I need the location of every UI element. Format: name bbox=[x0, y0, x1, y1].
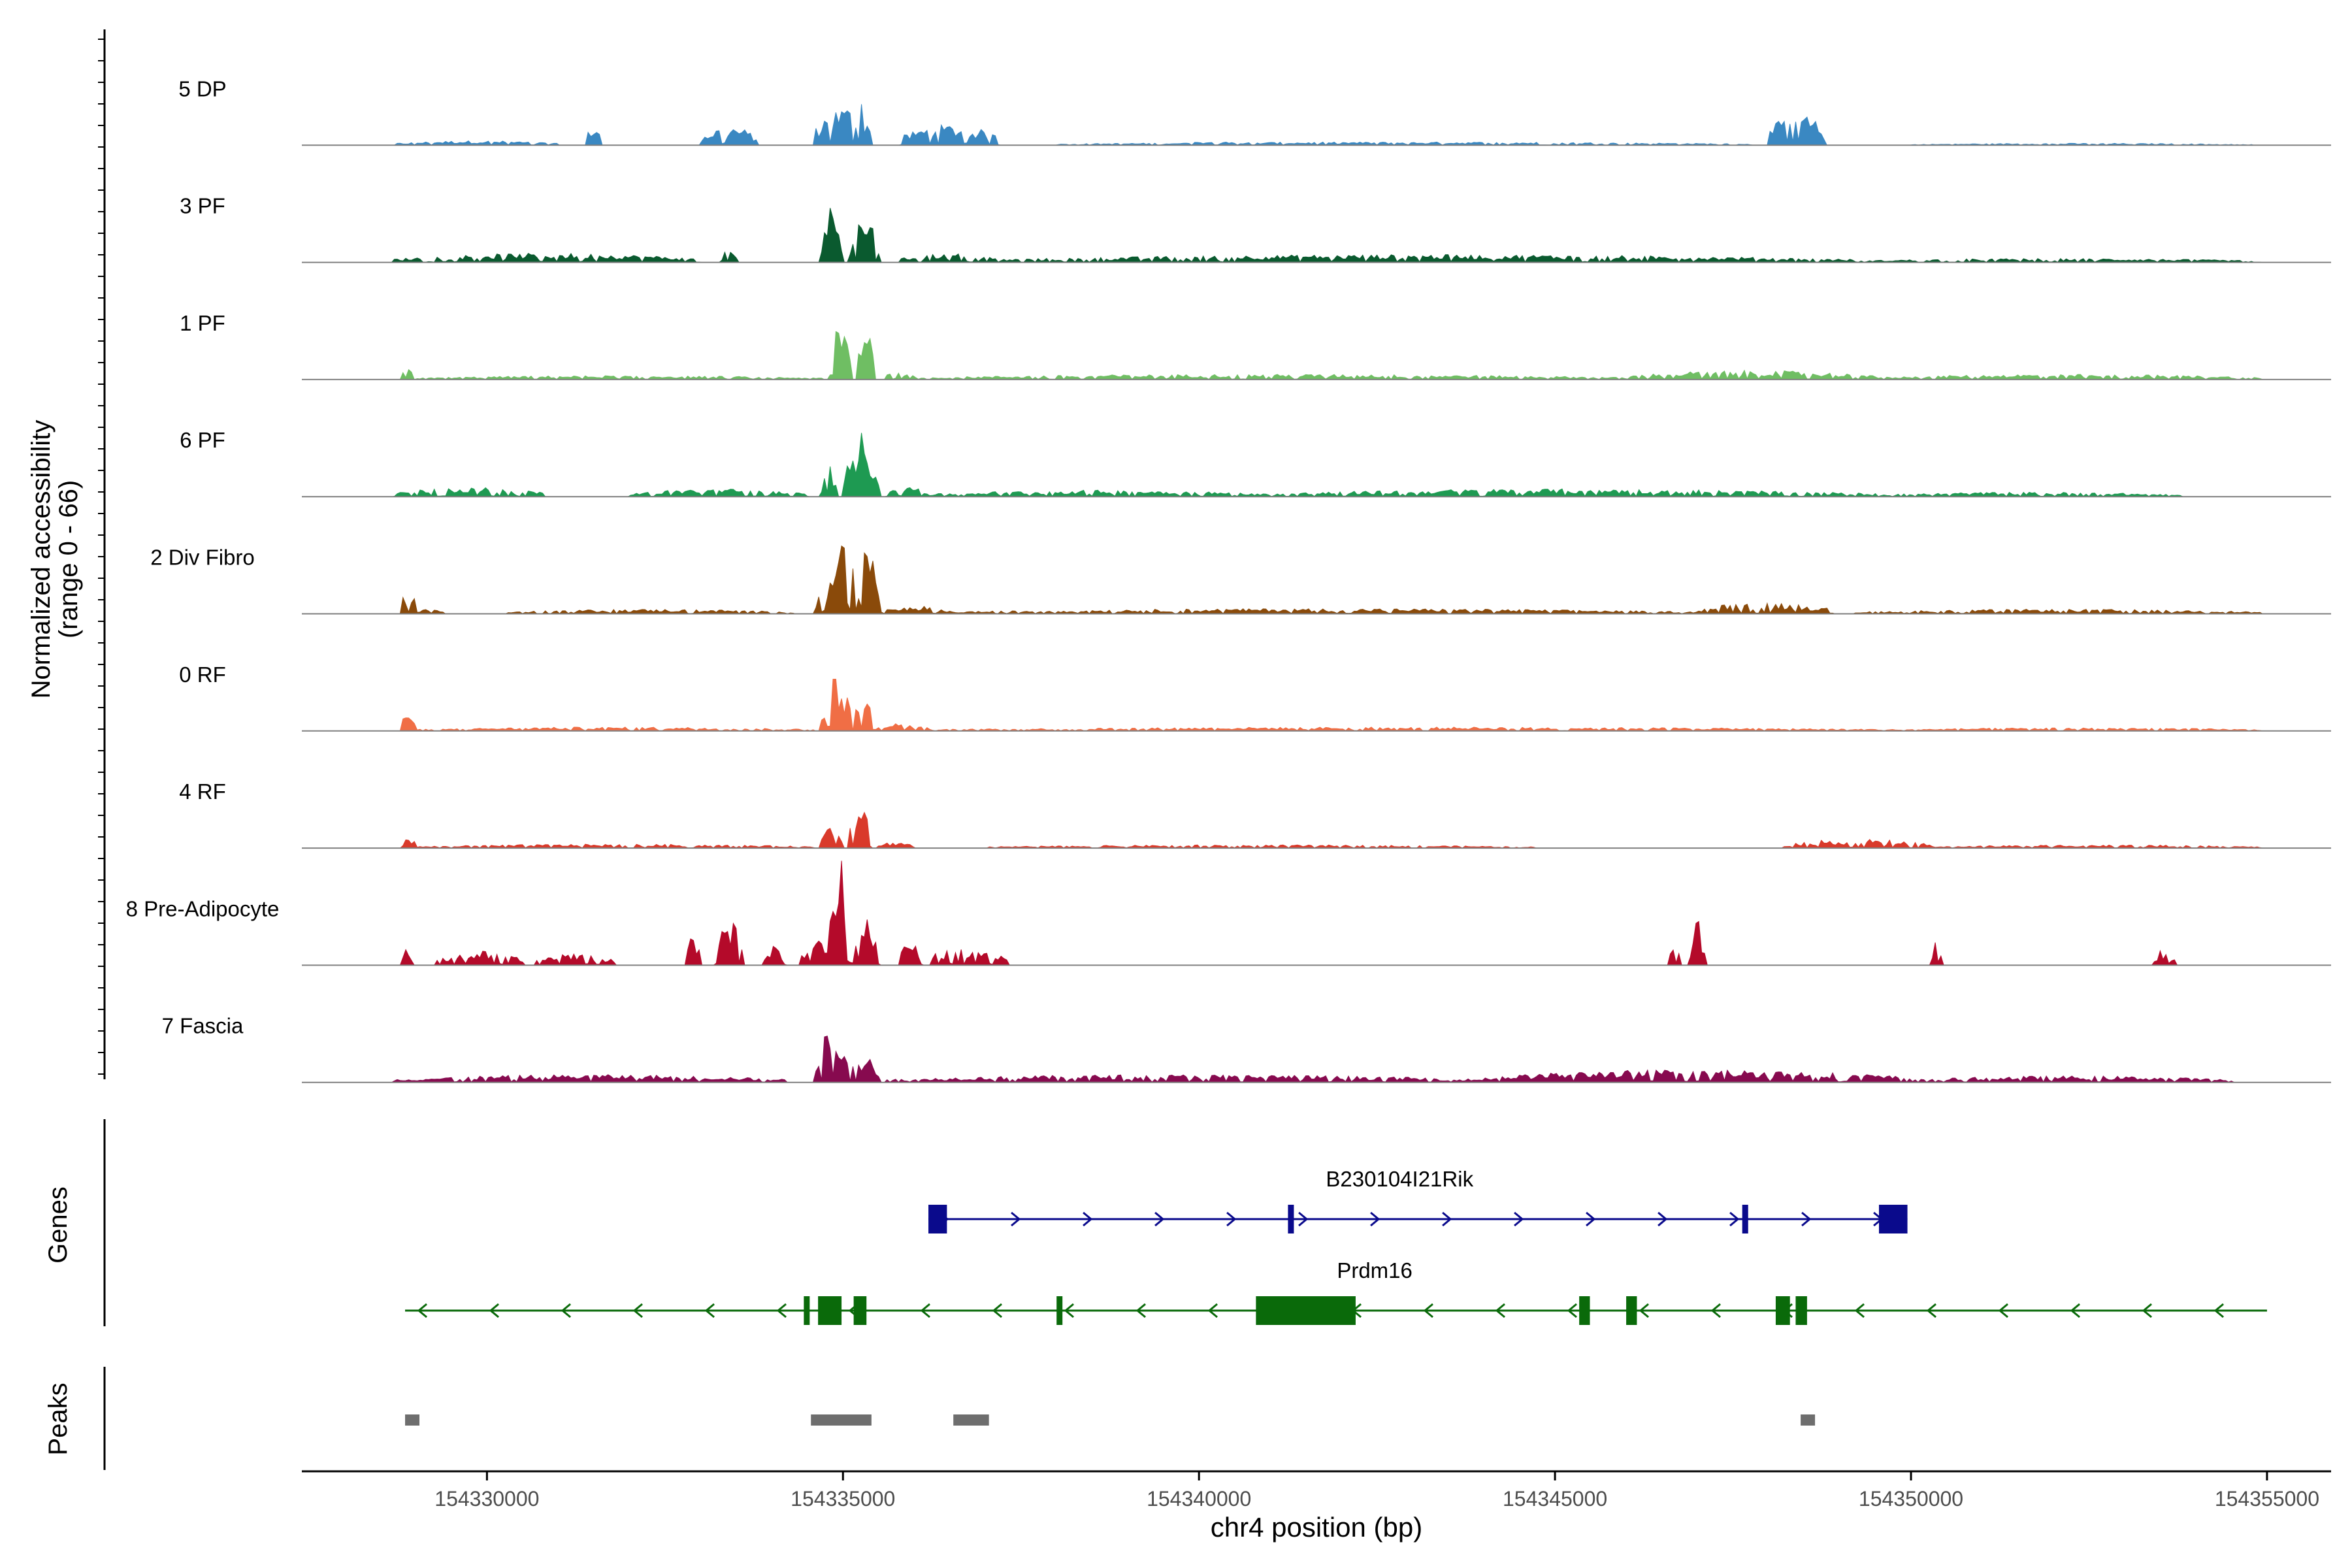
strand-arrow bbox=[1423, 1303, 1433, 1318]
peak-bar bbox=[953, 1414, 989, 1426]
coverage-area bbox=[380, 1036, 2264, 1083]
strand-arrow bbox=[1801, 1211, 1812, 1227]
strand-arrow bbox=[1514, 1211, 1524, 1227]
track-label: 5 DP bbox=[178, 76, 226, 101]
strand-arrow bbox=[2142, 1303, 2152, 1318]
gene-exon bbox=[1795, 1296, 1807, 1325]
x-tick-label: 154340000 bbox=[1147, 1487, 1251, 1511]
strand-arrow bbox=[1586, 1211, 1596, 1227]
strand-arrow bbox=[1011, 1211, 1021, 1227]
track-label: 4 RF bbox=[179, 779, 226, 804]
coverage-area bbox=[380, 104, 2264, 146]
gene-exon bbox=[853, 1296, 867, 1325]
track-label: 1 PF bbox=[180, 311, 225, 335]
strand-arrow bbox=[1370, 1211, 1380, 1227]
track-label: 2 Div Fibro bbox=[150, 546, 255, 570]
strand-arrow bbox=[776, 1303, 787, 1318]
strand-arrow bbox=[1854, 1303, 1865, 1318]
strand-arrow bbox=[2213, 1303, 2224, 1318]
track-label: 7 Fascia bbox=[162, 1014, 244, 1038]
peak-bar bbox=[811, 1414, 872, 1426]
strand-arrow bbox=[1495, 1303, 1505, 1318]
coverage-area bbox=[380, 860, 2264, 966]
strand-arrow bbox=[632, 1303, 643, 1318]
gene-exon bbox=[1056, 1296, 1063, 1325]
strand-arrow bbox=[1207, 1303, 1218, 1318]
gene-name-label: B230104I21Rik bbox=[1326, 1167, 1473, 1191]
y-axis-range-label: (range 0 - 66) bbox=[54, 480, 83, 638]
track-label: 6 PF bbox=[180, 428, 225, 452]
x-tick-label: 154330000 bbox=[434, 1487, 539, 1511]
gene-exon bbox=[1878, 1205, 1908, 1233]
gene-exon bbox=[1742, 1205, 1748, 1233]
coverage-area bbox=[380, 679, 2264, 732]
gene-exon bbox=[1288, 1205, 1294, 1233]
strand-arrow bbox=[417, 1303, 427, 1318]
strand-arrow bbox=[1710, 1303, 1721, 1318]
peak-regions bbox=[405, 1414, 1816, 1426]
coverage-area bbox=[380, 545, 2264, 614]
y-axis-label: Normalized accessibility bbox=[27, 420, 56, 699]
peak-bar bbox=[1801, 1414, 1816, 1426]
x-tick-label: 154350000 bbox=[1859, 1487, 1963, 1511]
x-tick-label: 154355000 bbox=[2215, 1487, 2319, 1511]
strand-arrow bbox=[1064, 1303, 1074, 1318]
track-label: 3 PF bbox=[180, 194, 225, 218]
strand-arrow bbox=[1998, 1303, 2008, 1318]
coverage-area bbox=[380, 811, 2264, 849]
strand-arrow bbox=[1729, 1211, 1740, 1227]
gene-exon bbox=[1256, 1296, 1356, 1325]
strand-arrow bbox=[1442, 1211, 1452, 1227]
gene-models: B230104I21Rik Prdm16 bbox=[405, 1167, 2267, 1325]
coverage-area bbox=[380, 208, 2264, 263]
strand-arrow bbox=[2070, 1303, 2080, 1318]
track-label: 8 Pre-Adipocyte bbox=[126, 896, 280, 921]
x-tick-label: 154335000 bbox=[791, 1487, 895, 1511]
strand-arrow bbox=[1658, 1211, 1668, 1227]
strand-arrow bbox=[1154, 1211, 1165, 1227]
strand-arrow bbox=[1567, 1303, 1577, 1318]
peaks-panel-label: Peaks bbox=[44, 1382, 73, 1455]
strand-arrow bbox=[992, 1303, 1002, 1318]
genes-panel-label: Genes bbox=[44, 1186, 73, 1264]
coverage-y-axis-ticks bbox=[98, 39, 105, 1075]
x-tick-label: 154345000 bbox=[1503, 1487, 1607, 1511]
gene-exon bbox=[1626, 1296, 1637, 1325]
gene-name-label: Prdm16 bbox=[1337, 1258, 1413, 1282]
strand-arrow bbox=[561, 1303, 571, 1318]
strand-arrow bbox=[704, 1303, 715, 1318]
gene-exon bbox=[928, 1205, 947, 1233]
strand-arrow bbox=[1926, 1303, 1936, 1318]
coverage-tracks: 5 DP 3 PF 1 PF 6 PF 2 Div Fibro 0 RF 4 RF 8 Pre… bbox=[126, 76, 2331, 1083]
gene-exon bbox=[1579, 1296, 1590, 1325]
peak-bar bbox=[405, 1414, 420, 1426]
gene-exon bbox=[1775, 1296, 1790, 1325]
strand-arrow bbox=[920, 1303, 930, 1318]
strand-arrow bbox=[1083, 1211, 1093, 1227]
gene-exon bbox=[804, 1296, 810, 1325]
coverage-area bbox=[380, 331, 2264, 380]
coverage-area bbox=[380, 433, 2264, 497]
strand-arrow bbox=[1226, 1211, 1237, 1227]
gene-exon bbox=[818, 1296, 842, 1325]
strand-arrow bbox=[1298, 1211, 1309, 1227]
strand-arrow bbox=[1639, 1303, 1649, 1318]
track-label: 0 RF bbox=[179, 662, 226, 687]
strand-arrow bbox=[489, 1303, 499, 1318]
strand-arrow bbox=[1135, 1303, 1146, 1318]
x-axis-ticks: 154330000 154335000 154340000 154345000 1543… bbox=[434, 1471, 2319, 1511]
x-axis-label: chr4 position (bp) bbox=[1211, 1512, 1423, 1543]
